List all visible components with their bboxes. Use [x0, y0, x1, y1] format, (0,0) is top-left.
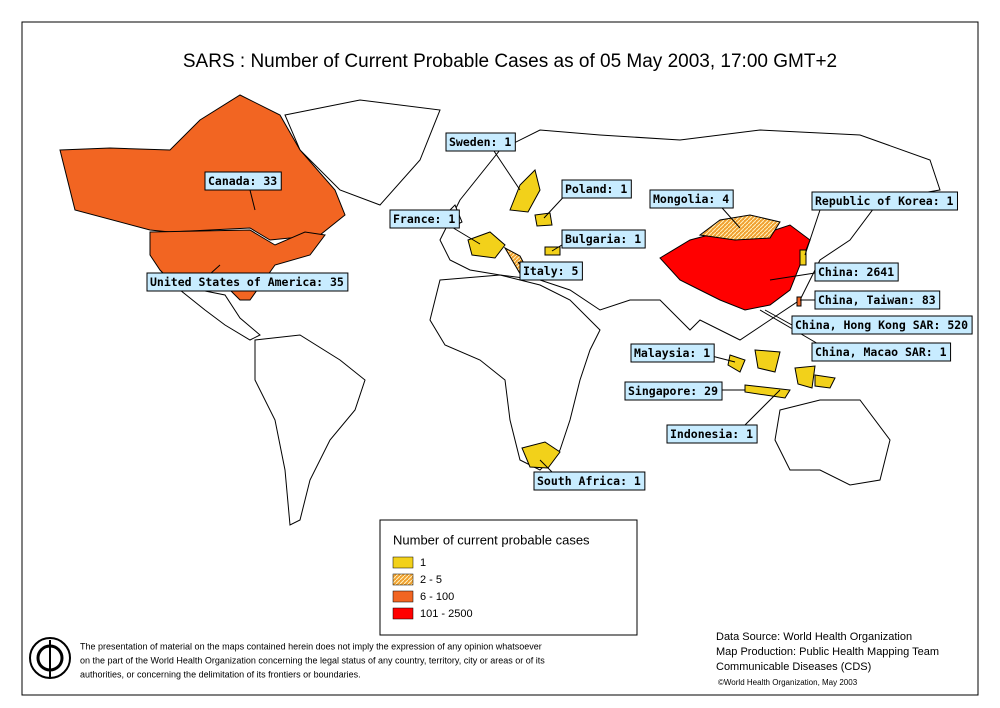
- label: Singapore: 29: [628, 384, 718, 398]
- legend-items: 1 2 - 5 6 - 100 101 - 2500: [392, 556, 473, 620]
- label: Indonesia: 1: [670, 427, 753, 441]
- label: France: 1: [393, 212, 455, 226]
- map-title: SARS : Number of Current Probable Cases …: [183, 51, 837, 72]
- label-box: [445, 132, 516, 152]
- label-box: [630, 343, 715, 363]
- disclaimer-line: on the part of the World Health Organiza…: [80, 655, 545, 665]
- label-box: [519, 261, 583, 281]
- disclaimer-line: authorities, or concerning the delimitat…: [80, 669, 361, 679]
- credit-line: ©World Health Organization, May 2003: [718, 678, 858, 687]
- label: China, Macao SAR: 1: [815, 345, 947, 359]
- label-box: [533, 471, 646, 491]
- label-box: [791, 315, 973, 335]
- legend-title: Number of current probable cases: [393, 532, 590, 547]
- legend-swatch: [392, 607, 414, 620]
- legend-box: [379, 519, 638, 636]
- label-box: [389, 209, 460, 229]
- label: Sweden: 1: [449, 135, 511, 149]
- label-box: [811, 191, 958, 211]
- credits: Data Source: World Health Organization Ma…: [716, 631, 939, 687]
- label-box: [814, 290, 941, 310]
- disclaimer: The presentation of material on the maps…: [80, 641, 545, 679]
- label-box: [204, 171, 282, 191]
- legend-swatch: [392, 556, 414, 569]
- label: South Africa: 1: [537, 474, 641, 488]
- who-emblem: [29, 637, 71, 679]
- credit-line: Map Production: Public Health Mapping Te…: [716, 646, 939, 658]
- label: Republic of Korea: 1: [815, 194, 954, 208]
- label: Malaysia: 1: [634, 346, 710, 360]
- legend-swatch: [392, 573, 414, 586]
- label-box: [561, 179, 632, 199]
- credit-line: Communicable Diseases (CDS): [716, 661, 871, 673]
- legend-label: 101 - 2500: [420, 608, 473, 620]
- label: China, Hong Kong SAR: 520: [795, 318, 968, 332]
- label: Bulgaria: 1: [565, 232, 641, 246]
- label: China: 2641: [818, 265, 894, 279]
- label-box: [561, 229, 646, 249]
- label-box: [649, 189, 734, 209]
- label-box: [666, 424, 758, 444]
- labels: Sweden: 1 Canada: 33 Poland: 1 Mongolia: 4 R…: [146, 132, 973, 491]
- legend-label: 1: [420, 557, 426, 569]
- label-box: [814, 262, 899, 282]
- label: Italy: 5: [523, 264, 578, 278]
- label-box: [811, 342, 952, 362]
- disclaimer-line: The presentation of material on the maps…: [80, 641, 542, 651]
- credit-line: Data Source: World Health Organization: [716, 631, 912, 643]
- legend-label: 2 - 5: [420, 574, 442, 586]
- label-box: [146, 272, 349, 292]
- label-box: [624, 381, 723, 401]
- label: Canada: 33: [208, 174, 277, 188]
- label: Poland: 1: [565, 182, 627, 196]
- label: Mongolia: 4: [653, 192, 729, 206]
- label: United States of America: 35: [150, 275, 344, 289]
- legend-swatch: [392, 590, 414, 603]
- label: China, Taiwan: 83: [818, 293, 936, 307]
- legend-label: 6 - 100: [420, 591, 454, 603]
